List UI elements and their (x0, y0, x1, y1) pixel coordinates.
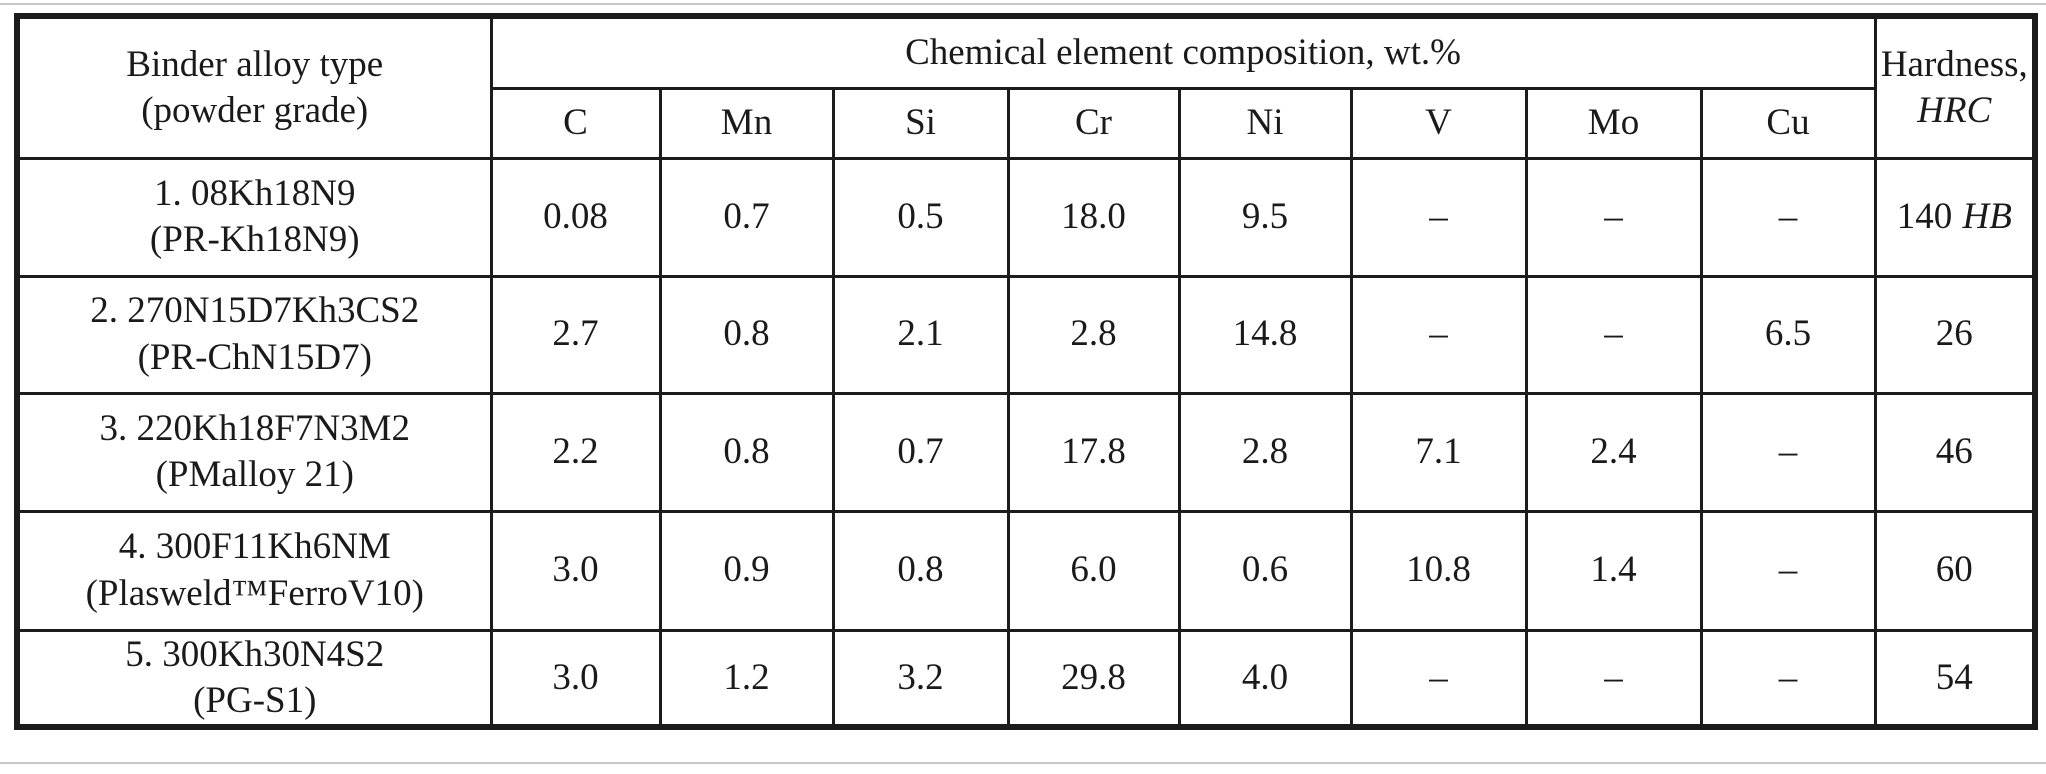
value-cell-c: 2.7 (489, 274, 662, 395)
value-cell-si: 0.5 (831, 156, 1010, 278)
hardness-cell: 60 (1873, 509, 2037, 632)
alloy-grade: 2. 270N15D7Kh3CS2 (90, 290, 420, 332)
value-cell-v: 7.1 (1349, 391, 1528, 513)
header-element-c: C (489, 86, 662, 160)
header-element-cr: Cr (1006, 86, 1181, 160)
value-cell-mo: 2.4 (1524, 391, 1703, 513)
value-cell-c: 0.08 (489, 156, 662, 278)
table-row: 2. 270N15D7Kh3CS2 (PR-ChN15D7) 2.7 0.8 2… (15, 274, 2037, 395)
alloy-name-cell: 3. 220Kh18F7N3M2 (PMalloy 21) (15, 391, 493, 513)
value-cell-mn: 0.8 (658, 274, 835, 395)
value-cell-cr: 18.0 (1006, 156, 1181, 278)
header-composition-title: Chemical element composition, wt.% (489, 14, 1877, 90)
value-cell-si: 0.7 (831, 391, 1010, 513)
header-element-mn: Mn (658, 86, 835, 160)
header-hardness-line1: Hardness, (1880, 43, 2028, 85)
value-cell-si: 2.1 (831, 274, 1010, 395)
value-cell-v: – (1349, 628, 1528, 729)
alloy-grade: 3. 220Kh18F7N3M2 (99, 407, 410, 449)
value-cell-ni: 2.8 (1177, 391, 1353, 513)
hardness-cell: 46 (1873, 391, 2037, 513)
header-element-ni: Ni (1177, 86, 1353, 160)
hardness-value: 46 (1935, 430, 1973, 472)
value-cell-cu: – (1699, 628, 1877, 729)
value-cell-mn: 1.2 (658, 628, 835, 729)
value-cell-si: 3.2 (831, 628, 1010, 729)
header-binder-alloy-type: Binder alloy type (powder grade) (15, 14, 493, 160)
table-row: 1. 08Kh18N9 (PR-Kh18N9) 0.08 0.7 0.5 18.… (15, 156, 2037, 278)
value-cell-mn: 0.9 (658, 509, 835, 632)
value-cell-cu: – (1699, 391, 1877, 513)
header-element-si: Si (831, 86, 1010, 160)
value-cell-mo: – (1524, 156, 1703, 278)
scan-edge-line (0, 762, 2046, 764)
alloy-powder-grade: (PR-Kh18N9) (149, 219, 360, 260)
header-binder-line1: Binder alloy type (126, 43, 384, 85)
value-cell-cr: 29.8 (1006, 628, 1181, 729)
value-cell-c: 2.2 (489, 391, 662, 513)
value-cell-cr: 17.8 (1006, 391, 1181, 513)
value-cell-c: 3.0 (489, 628, 662, 729)
table-row: 4. 300F11Kh6NM (Plasweld™FerroV10) 3.0 0… (15, 509, 2037, 632)
value-cell-mo: 1.4 (1524, 509, 1703, 632)
header-hardness: Hardness, HRC (1873, 14, 2037, 160)
value-cell-v: 10.8 (1349, 509, 1528, 632)
value-cell-v: – (1349, 156, 1528, 278)
alloy-name-cell: 2. 270N15D7Kh3CS2 (PR-ChN15D7) (15, 274, 493, 395)
alloy-name-cell: 5. 300Kh30N4S2 (PG-S1) (15, 628, 493, 729)
alloy-powder-grade: (PMalloy 21) (155, 454, 354, 495)
value-cell-cr: 2.8 (1006, 274, 1181, 395)
hardness-cell: 54 (1873, 628, 2037, 729)
header-element-mo: Mo (1524, 86, 1703, 160)
hardness-cell: 26 (1873, 274, 2037, 395)
alloy-powder-grade: (PR-ChN15D7) (137, 336, 372, 378)
table-row: 5. 300Kh30N4S2 (PG-S1) 3.0 1.2 3.2 29.8 … (15, 628, 2037, 729)
value-cell-v: – (1349, 274, 1528, 395)
table-row: 3. 220Kh18F7N3M2 (PMalloy 21) 2.2 0.8 0.… (15, 391, 2037, 513)
header-element-v: V (1349, 86, 1528, 160)
scan-edge-line (0, 3, 2046, 5)
alloy-name-cell: 4. 300F11Kh6NM (Plasweld™FerroV10) (15, 509, 493, 632)
hardness-value: 140 (1896, 195, 1953, 237)
hardness-unit: HB (1962, 195, 2012, 237)
value-cell-ni: 4.0 (1177, 628, 1353, 729)
value-cell-cu: – (1699, 156, 1877, 278)
alloy-grade: 4. 300F11Kh6NM (118, 526, 391, 568)
value-cell-ni: 9.5 (1177, 156, 1353, 278)
hardness-value: 54 (1935, 656, 1973, 698)
alloy-powder-grade: (Plasweld™FerroV10) (85, 572, 424, 614)
value-cell-mn: 0.7 (658, 156, 835, 278)
hardness-cell: 140 HB (1873, 156, 2037, 278)
alloy-grade: 5. 300Kh30N4S2 (125, 633, 385, 675)
value-cell-cu: – (1699, 509, 1877, 632)
value-cell-cu: 6.5 (1699, 274, 1877, 395)
alloy-grade: 1. 08Kh18N9 (154, 172, 356, 214)
header-element-cu: Cu (1699, 86, 1877, 160)
alloy-powder-grade: (PG-S1) (193, 679, 317, 721)
hardness-value: 60 (1935, 549, 1973, 591)
alloy-name-cell: 1. 08Kh18N9 (PR-Kh18N9) (15, 156, 493, 278)
alloy-composition-table: Binder alloy type (powder grade) Chemica… (14, 13, 2039, 730)
value-cell-cr: 6.0 (1006, 509, 1181, 632)
value-cell-mn: 0.8 (658, 391, 835, 513)
value-cell-si: 0.8 (831, 509, 1010, 632)
table-container: Binder alloy type (powder grade) Chemica… (14, 13, 2039, 730)
value-cell-ni: 14.8 (1177, 274, 1353, 395)
value-cell-mo: – (1524, 274, 1703, 395)
value-cell-ni: 0.6 (1177, 509, 1353, 632)
value-cell-c: 3.0 (489, 509, 662, 632)
header-binder-line2: (powder grade) (141, 89, 369, 131)
hardness-value: 26 (1935, 313, 1973, 355)
header-hardness-scale: HRC (1917, 89, 1992, 131)
value-cell-mo: – (1524, 628, 1703, 729)
